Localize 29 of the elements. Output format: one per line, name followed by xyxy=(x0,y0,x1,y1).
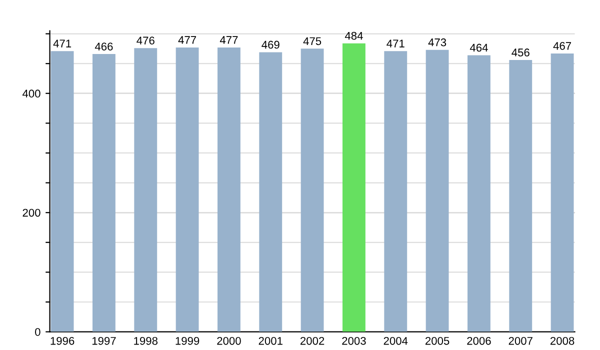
data-label: 471 xyxy=(386,40,404,48)
y-tick-label: 0 xyxy=(35,328,40,336)
x-tick-label: 2002 xyxy=(300,336,324,345)
data-label: 464 xyxy=(470,44,488,52)
x-tick-label: 2006 xyxy=(467,336,491,345)
data-label: 471 xyxy=(53,40,72,48)
x-tick-label: 2005 xyxy=(426,336,450,345)
data-label: 475 xyxy=(303,37,322,46)
x-tick-label: 1997 xyxy=(92,336,116,345)
data-label: 456 xyxy=(512,48,530,56)
data-label: 473 xyxy=(428,38,446,46)
data-label: 469 xyxy=(262,40,280,49)
data-label: 466 xyxy=(94,42,113,50)
data-label: 477 xyxy=(220,36,238,44)
x-tick-label: 1996 xyxy=(50,336,74,345)
data-label: 484 xyxy=(344,32,363,40)
x-tick-label: 2007 xyxy=(508,336,532,345)
x-tick-label: 2008 xyxy=(550,336,574,345)
x-tick-label: 2003 xyxy=(342,336,366,345)
x-tick-label: 2004 xyxy=(384,336,408,345)
y-tick-label: 400 xyxy=(22,90,40,98)
x-tick-label: 2000 xyxy=(217,336,241,345)
x-tick-label: 2001 xyxy=(258,336,282,345)
x-tick-label: 1998 xyxy=(134,336,158,345)
y-tick-label: 200 xyxy=(22,208,40,217)
data-label: 467 xyxy=(553,42,572,50)
x-tick-label: 1999 xyxy=(176,336,200,345)
data-label: 476 xyxy=(136,36,154,44)
data-label: 477 xyxy=(178,36,196,44)
